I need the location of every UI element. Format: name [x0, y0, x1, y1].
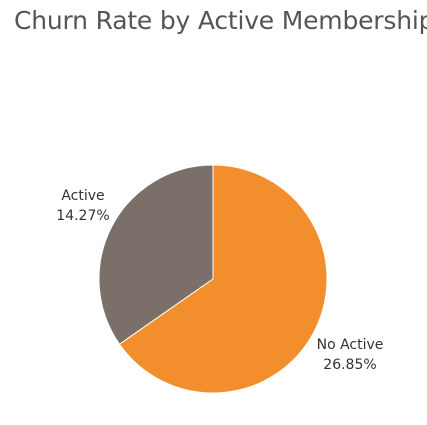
pie-slice-no-active[interactable] [118, 164, 328, 394]
slice-label-no-active: No Active [317, 337, 384, 353]
pie-slice-active[interactable] [98, 164, 214, 345]
slice-label-active: Active [61, 188, 104, 204]
slice-value-no-active: 26.85% [323, 357, 376, 373]
slice-value-active: 14.27% [56, 208, 109, 224]
chart-title: Churn Rate by Active Membership [14, 6, 427, 35]
